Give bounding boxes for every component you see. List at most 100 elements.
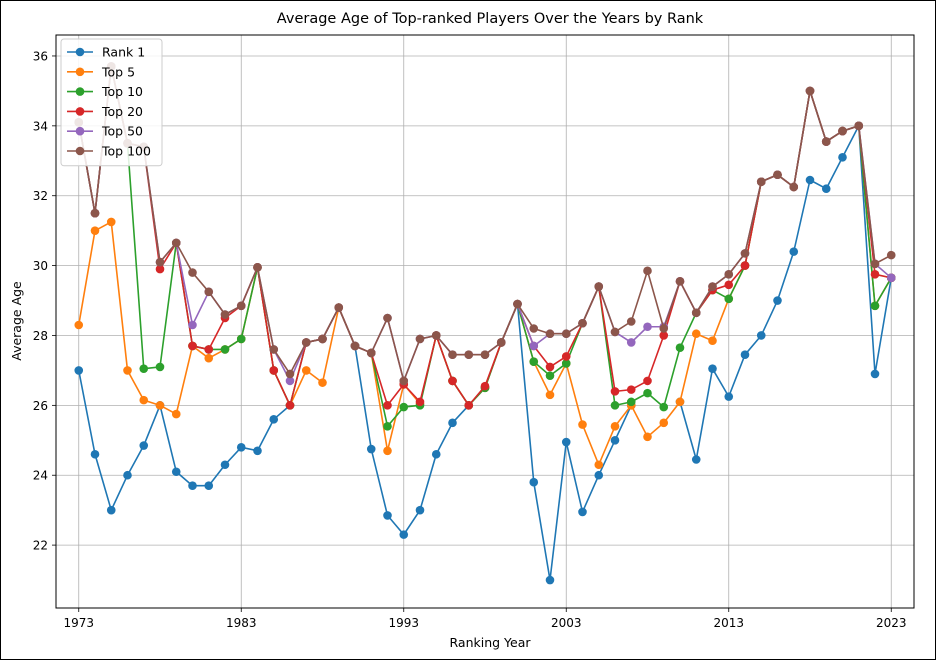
data-point (383, 511, 392, 520)
data-point (886, 250, 896, 260)
y-tick-label: 34 (33, 119, 48, 133)
x-tick-label: 2013 (713, 616, 744, 630)
x-tick-label: 1973 (63, 616, 94, 630)
y-tick-label: 26 (33, 399, 48, 413)
data-point (204, 353, 214, 363)
data-point (90, 226, 100, 235)
series-top-100 (74, 62, 896, 386)
data-point (724, 270, 734, 279)
data-point (594, 282, 604, 291)
data-point (123, 366, 132, 375)
series-line (77, 65, 892, 382)
data-point (691, 329, 701, 339)
data-point (171, 409, 181, 419)
data-point (106, 505, 116, 515)
data-point (253, 263, 262, 272)
data-point (90, 449, 100, 459)
data-point (529, 341, 539, 351)
y-tick-label: 36 (33, 49, 48, 63)
data-point (643, 322, 652, 332)
data-point (886, 273, 896, 283)
data-point (821, 137, 831, 146)
series-top-10 (74, 62, 896, 431)
data-point (399, 530, 409, 539)
legend-item: Top 50 (67, 124, 143, 139)
legend-marker (75, 67, 85, 77)
series-layer (74, 62, 896, 585)
data-point (789, 182, 799, 192)
data-point (691, 308, 701, 318)
data-point (708, 282, 717, 291)
x-axis: 1973 1983 1993 2003 2013 2023 (63, 608, 907, 630)
x-tick-label: 2023 (876, 616, 907, 630)
x-axis-label: Ranking Year (450, 635, 532, 650)
data-point (545, 362, 555, 372)
data-point (675, 397, 685, 407)
data-point (171, 238, 181, 248)
data-point (188, 481, 197, 491)
data-point (399, 376, 409, 386)
data-point (870, 270, 880, 279)
data-point (383, 401, 392, 410)
series-line (77, 370, 291, 511)
series-line (679, 125, 893, 461)
data-point (285, 376, 295, 386)
data-point (529, 324, 539, 333)
data-point (691, 455, 701, 464)
data-point (171, 467, 181, 477)
data-point (545, 371, 555, 380)
legend-item: Top 5 (67, 64, 135, 79)
data-point (448, 350, 457, 359)
legend-item: Top 20 (67, 104, 143, 119)
data-point (561, 359, 571, 368)
data-point (610, 387, 620, 396)
data-point (724, 294, 734, 304)
data-point (188, 268, 197, 277)
data-point (610, 327, 620, 337)
data-point (155, 264, 165, 274)
data-point (188, 341, 197, 351)
data-point (659, 418, 669, 428)
data-point (139, 364, 149, 373)
series-top-50 (74, 62, 896, 386)
data-point (724, 392, 734, 401)
data-point (106, 217, 116, 227)
data-point (431, 449, 441, 459)
data-point (578, 507, 587, 517)
data-point (561, 352, 571, 361)
data-point (269, 345, 279, 354)
data-point (610, 422, 620, 431)
data-point (318, 378, 327, 387)
chart-title: Average Age of Top-ranked Players Over t… (277, 11, 704, 27)
data-point (675, 277, 685, 286)
data-point (756, 177, 766, 187)
data-point (334, 303, 344, 312)
y-axis-label: Average Age (9, 281, 24, 361)
data-point (366, 444, 376, 454)
data-point (236, 442, 246, 452)
data-point (854, 121, 864, 131)
data-point (139, 395, 149, 405)
data-point (496, 338, 506, 347)
data-point (74, 320, 84, 330)
series-line (77, 90, 892, 466)
data-point (220, 310, 230, 319)
data-point (545, 575, 555, 585)
data-point (821, 184, 831, 194)
x-tick-label: 1983 (226, 616, 257, 630)
data-point (204, 345, 214, 354)
data-point (123, 470, 132, 480)
data-point (578, 420, 587, 429)
series-line (77, 65, 892, 428)
data-point (805, 175, 815, 185)
data-point (253, 446, 262, 456)
data-point (529, 357, 539, 366)
legend-label: Top 5 (101, 64, 135, 79)
data-point (285, 401, 295, 410)
data-point (269, 415, 279, 424)
data-point (415, 505, 425, 515)
data-point (415, 397, 425, 407)
data-point (870, 369, 880, 379)
legend-label: Top 50 (101, 124, 143, 139)
